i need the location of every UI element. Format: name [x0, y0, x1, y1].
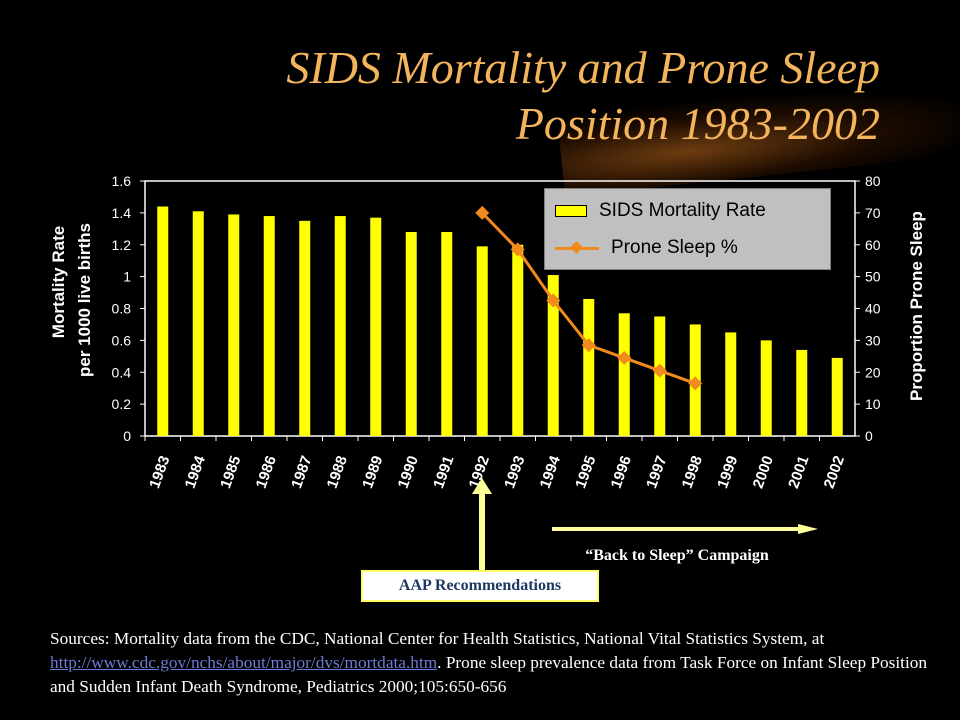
legend-item-prone: Prone Sleep % [555, 236, 738, 260]
x-tick-label: 2000 [750, 454, 777, 491]
right-tick-label: 10 [865, 396, 881, 412]
right-tick-label: 60 [865, 237, 881, 253]
left-tick-label: 0.2 [112, 396, 132, 412]
bar-1994 [547, 275, 559, 436]
bar-1985 [228, 214, 240, 436]
bar-1999 [725, 332, 737, 436]
x-tick-label: 1995 [572, 454, 599, 491]
x-tick-label: 1983 [146, 454, 173, 491]
prone-marker-1992 [475, 205, 490, 220]
right-tick-label: 50 [865, 269, 881, 285]
legend-line-swatch [555, 241, 599, 255]
bar-1992 [476, 246, 488, 436]
right-axis-label: Proportion Prone Sleep [907, 211, 926, 401]
bar-1995 [583, 298, 595, 436]
left-tick-label: 1.2 [112, 237, 132, 253]
x-tick-label: 1993 [501, 454, 528, 491]
chart-legend: SIDS Mortality Rate Prone Sleep % [544, 188, 831, 270]
right-tick-label: 40 [865, 301, 881, 317]
prone-marker-1996 [617, 350, 632, 365]
campaign-arrow [552, 524, 818, 534]
page-title-line1: SIDS Mortality and Prone Sleep [286, 42, 880, 93]
sources-link[interactable]: http://www.cdc.gov/nchs/about/major/dvs/… [50, 653, 438, 672]
legend-line-label: Prone Sleep % [611, 237, 738, 258]
right-tick-label: 70 [865, 205, 881, 221]
x-tick-label: 1996 [608, 454, 635, 491]
prone-marker-1995 [581, 338, 596, 353]
x-tick-label: 1999 [714, 454, 741, 491]
x-tick-label: 1984 [182, 453, 210, 491]
page-title-line2: Position 1983-2002 [515, 98, 880, 149]
bar-1991 [441, 232, 453, 436]
bar-1990 [405, 232, 417, 436]
sources-text: Sources: Mortality data from the CDC, Na… [50, 627, 950, 699]
x-tick-label: 1988 [324, 454, 351, 491]
right-tick-label: 30 [865, 332, 881, 348]
x-tick-label: 1986 [253, 454, 280, 491]
bar-1996 [618, 313, 630, 436]
x-tick-label: 2001 [785, 454, 812, 491]
sources-text-before: Sources: Mortality data from the CDC, Na… [50, 629, 825, 648]
left-tick-label: 0.6 [112, 332, 132, 348]
x-tick-label: 1998 [679, 454, 706, 491]
left-tick-label: 0.4 [112, 364, 132, 380]
bar-1986 [263, 216, 275, 436]
prone-marker-1993 [510, 242, 525, 257]
left-tick-label: 1 [123, 269, 131, 285]
bar-1987 [299, 220, 311, 436]
legend-bar-swatch [555, 205, 587, 217]
x-tick-label: 1997 [643, 454, 670, 491]
bar-1993 [512, 244, 524, 436]
bar-2000 [760, 340, 772, 436]
bar-2002 [831, 357, 843, 436]
right-tick-label: 80 [865, 173, 881, 189]
right-tick-label: 0 [865, 428, 873, 444]
prone-marker-1997 [652, 363, 667, 378]
x-tick-label: 1987 [288, 454, 315, 491]
aap-recommendations-box: AAP Recommendations [361, 570, 599, 602]
aap-arrow [472, 478, 492, 572]
sources-text-after: . Prone sleep prevalence data from Task … [50, 653, 928, 696]
left-tick-label: 1.6 [112, 173, 132, 189]
left-tick-label: 1.4 [112, 205, 132, 221]
left-tick-label: 0.8 [112, 301, 132, 317]
bar-1989 [370, 217, 382, 436]
bar-1983 [157, 206, 169, 436]
prone-marker-1994 [546, 293, 561, 308]
x-tick-label: 1991 [430, 454, 457, 491]
x-tick-label: 1990 [395, 454, 422, 491]
prone-marker-1998 [688, 376, 703, 391]
x-tick-label: 1989 [359, 454, 386, 491]
left-axis-label-line1: Mortality Rate [49, 225, 68, 339]
legend-item-mortality: SIDS Mortality Rate [555, 199, 766, 223]
bar-1988 [334, 216, 346, 436]
x-tick-label: 1994 [537, 453, 565, 491]
campaign-label: “Back to Sleep” Campaign [585, 547, 769, 564]
x-tick-label: 2002 [821, 454, 848, 491]
right-tick-label: 20 [865, 364, 881, 380]
x-tick-label: 1985 [217, 454, 244, 491]
left-tick-label: 0 [123, 428, 131, 444]
legend-bar-label: SIDS Mortality Rate [599, 200, 766, 221]
bar-1984 [192, 211, 204, 436]
bar-2001 [796, 349, 808, 436]
left-axis-label-line2: per 1000 live births [75, 222, 94, 378]
